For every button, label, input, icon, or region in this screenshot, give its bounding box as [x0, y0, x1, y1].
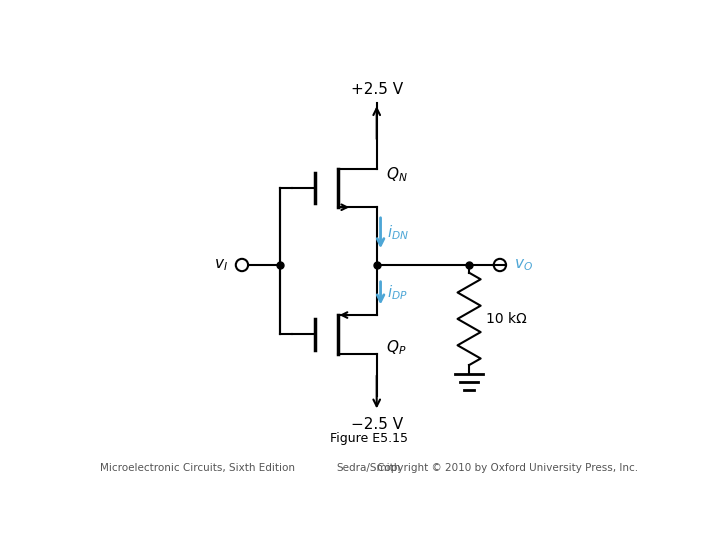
Text: $i_{DN}$: $i_{DN}$ — [387, 224, 409, 242]
Text: −2.5 V: −2.5 V — [351, 417, 402, 433]
Text: Sedra/Smith: Sedra/Smith — [337, 463, 401, 473]
Text: Figure E5.15: Figure E5.15 — [330, 432, 408, 445]
Text: $i_{DP}$: $i_{DP}$ — [387, 284, 408, 302]
Text: Microelectronic Circuits, Sixth Edition: Microelectronic Circuits, Sixth Edition — [99, 463, 294, 473]
Text: +2.5 V: +2.5 V — [351, 82, 402, 97]
Text: $Q_N$: $Q_N$ — [386, 166, 408, 184]
Text: $v_I$: $v_I$ — [215, 257, 228, 273]
Text: $v_O$: $v_O$ — [514, 257, 533, 273]
Text: Copyright © 2010 by Oxford University Press, Inc.: Copyright © 2010 by Oxford University Pr… — [377, 463, 639, 473]
Text: 10 kΩ: 10 kΩ — [486, 312, 527, 326]
Text: $Q_P$: $Q_P$ — [386, 338, 406, 357]
